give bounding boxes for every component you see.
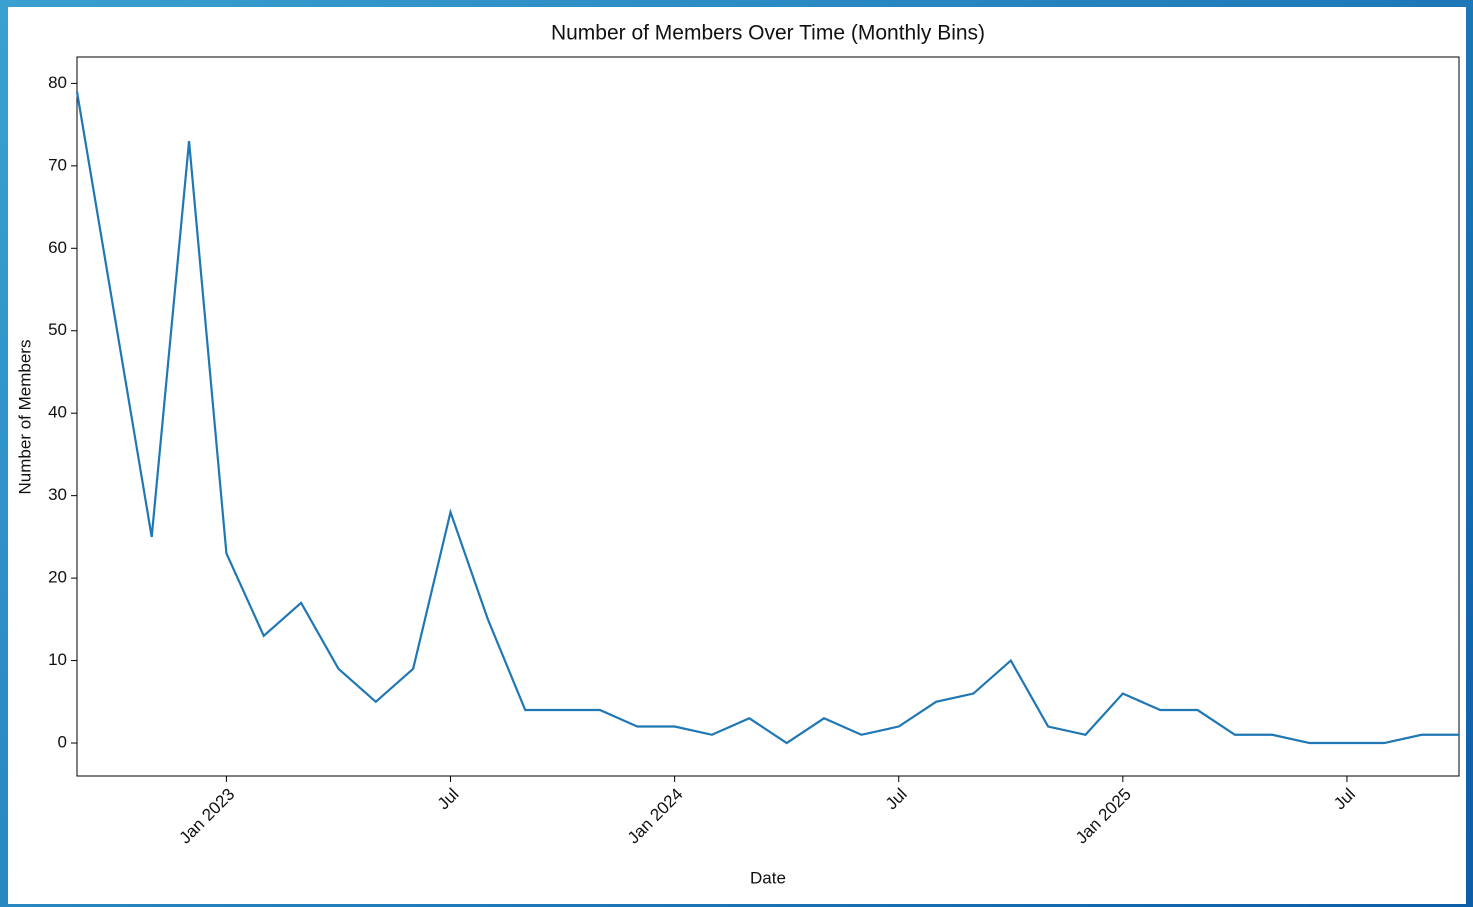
y-axis-label: Number of Members <box>15 340 34 495</box>
y-tick-label: 10 <box>48 650 67 669</box>
y-tick-label: 20 <box>48 568 67 587</box>
y-tick-label: 30 <box>48 485 67 504</box>
y-tick-label: 80 <box>48 73 67 92</box>
chart-title: Number of Members Over Time (Monthly Bin… <box>551 22 985 45</box>
y-tick-label: 70 <box>48 155 67 174</box>
plot-frame <box>76 56 1460 777</box>
y-tick-label: 0 <box>58 733 67 752</box>
x-axis-label: Date <box>750 868 786 887</box>
canvas <box>8 7 1466 904</box>
y-tick-label: 40 <box>48 403 67 422</box>
y-tick-label: 50 <box>48 320 67 339</box>
y-tick-label: 60 <box>48 238 67 257</box>
data-line <box>75 91 1459 745</box>
